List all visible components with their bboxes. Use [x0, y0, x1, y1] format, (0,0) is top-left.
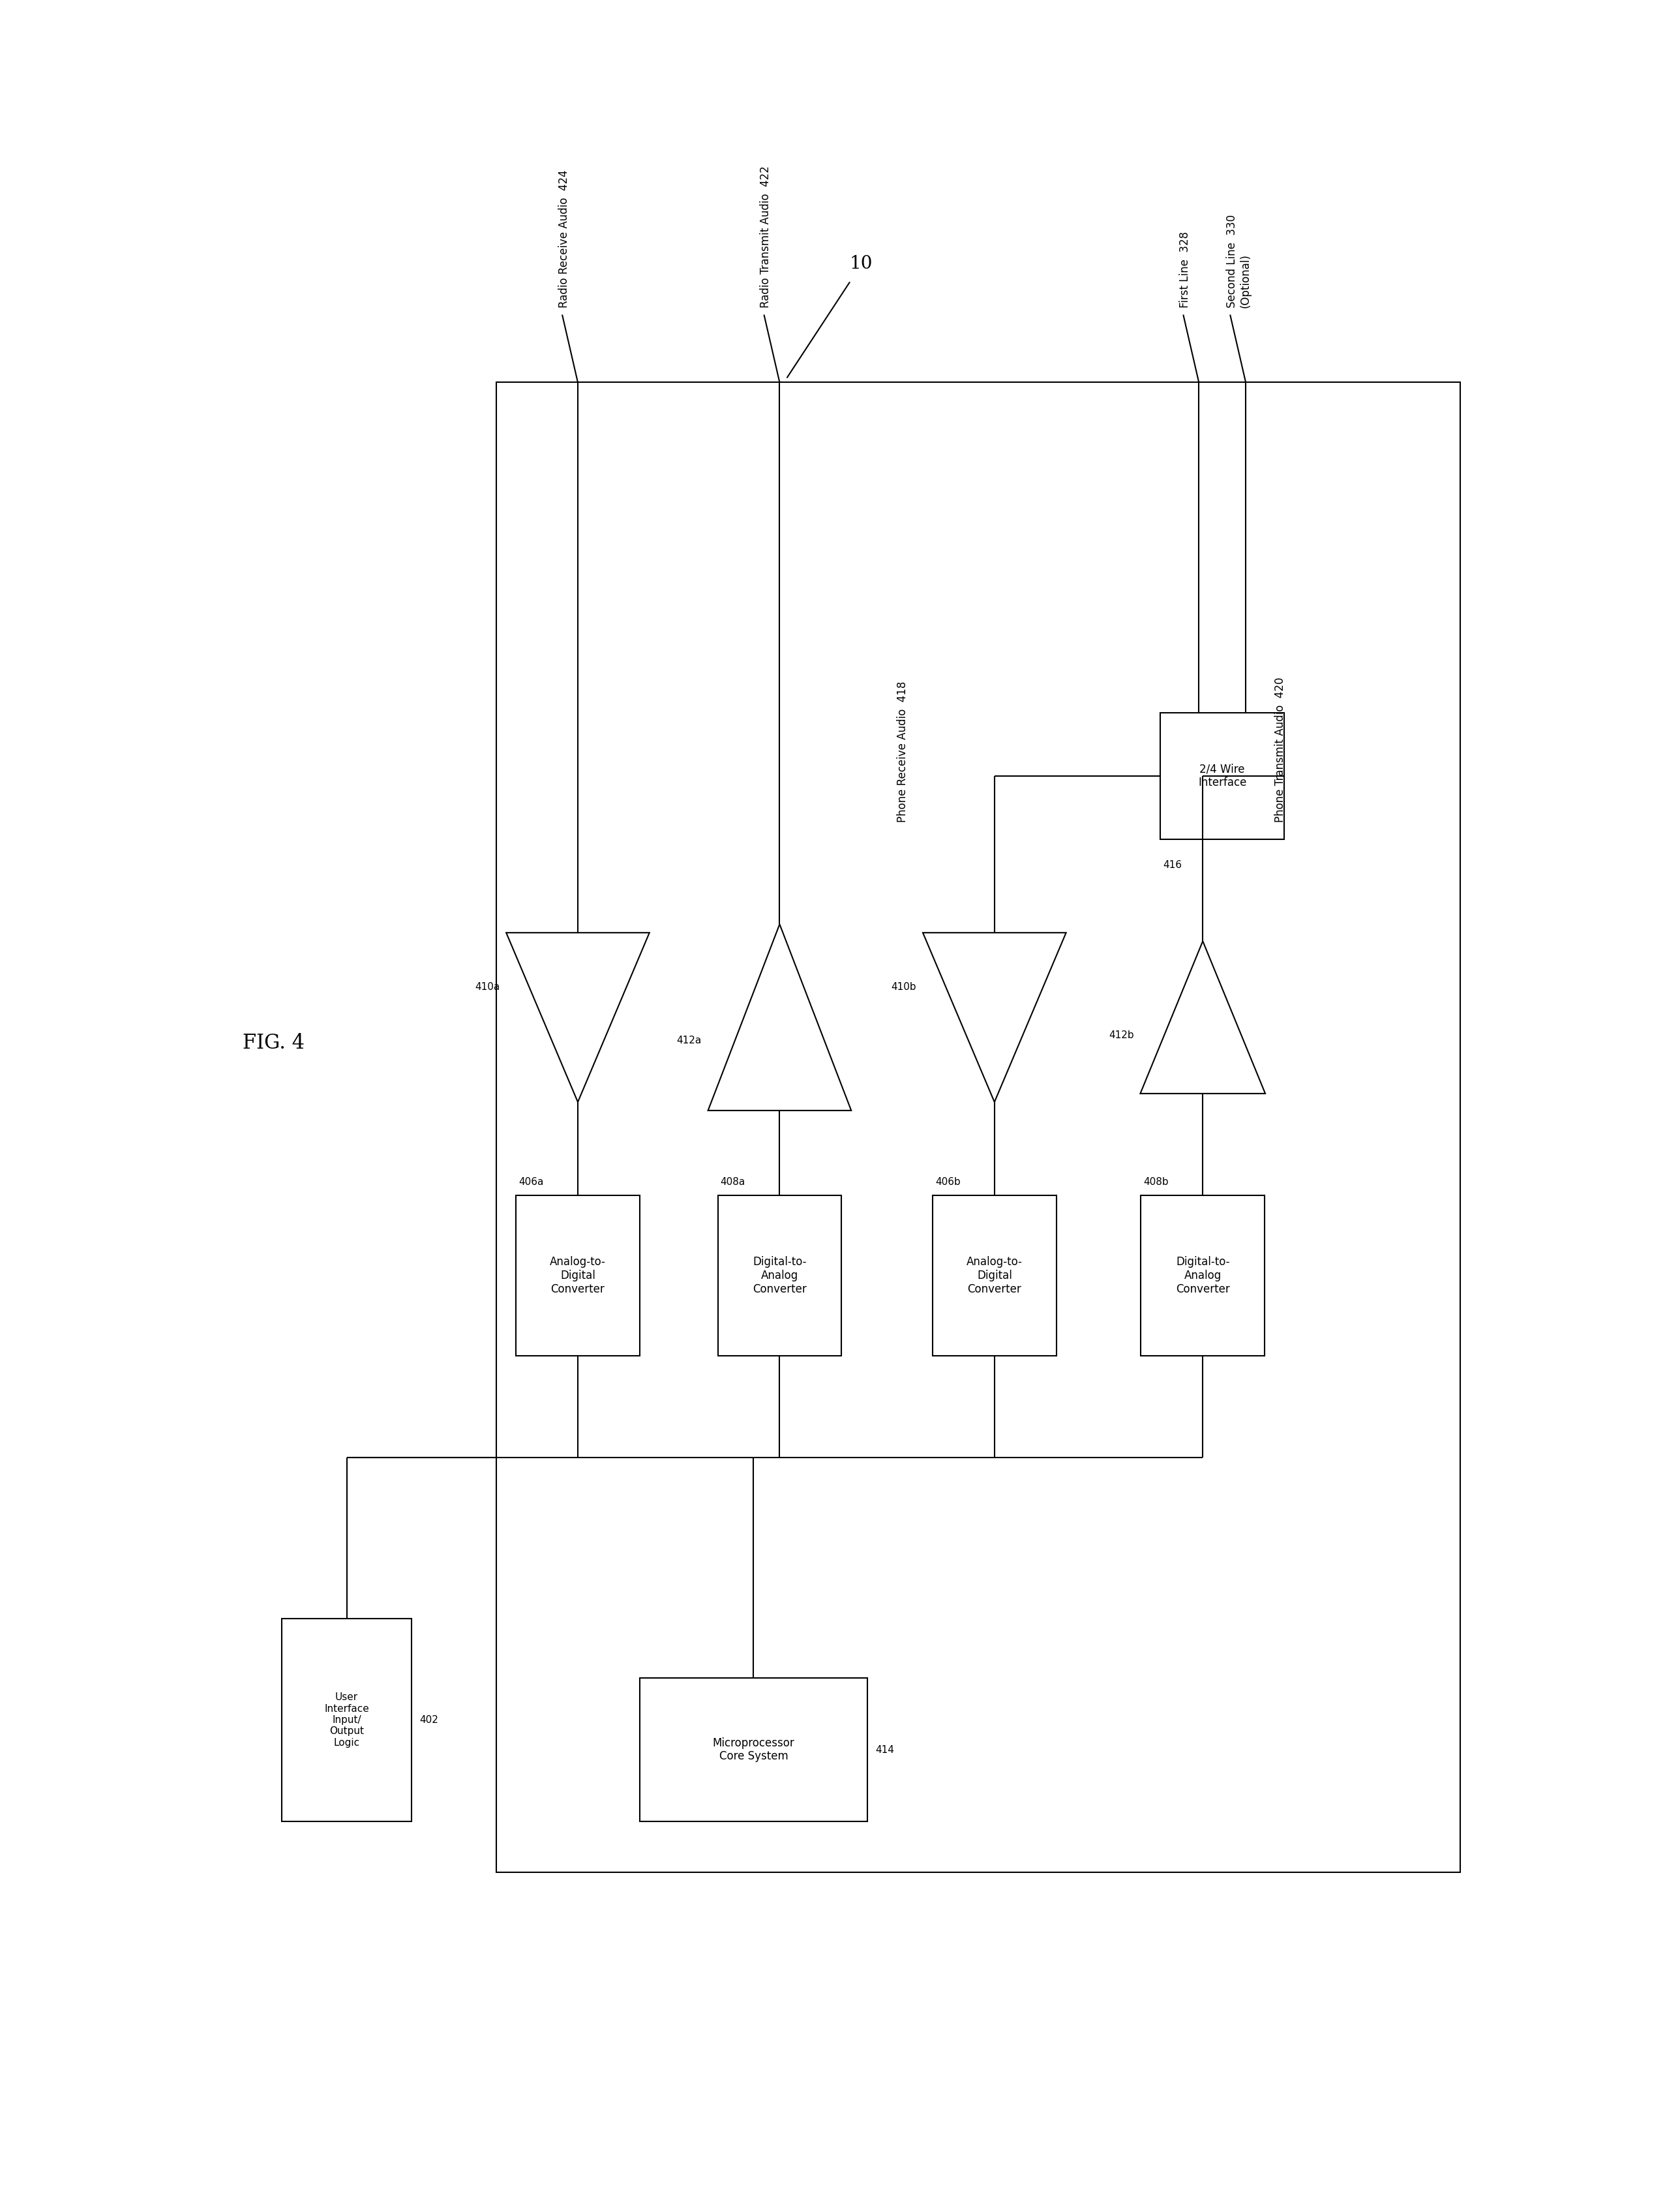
Text: First Line  328: First Line 328 — [1179, 231, 1191, 308]
Text: 2/4 Wire
Interface: 2/4 Wire Interface — [1198, 763, 1247, 789]
Text: FIG. 4: FIG. 4 — [242, 1034, 304, 1053]
Text: 402: 402 — [420, 1715, 438, 1724]
Text: Radio Receive Audio  424: Radio Receive Audio 424 — [558, 169, 570, 308]
Text: Analog-to-
Digital
Converter: Analog-to- Digital Converter — [549, 1256, 606, 1295]
Text: 408a: 408a — [721, 1176, 746, 1187]
Text: Radio Transmit Audio  422: Radio Transmit Audio 422 — [759, 165, 771, 308]
Text: Digital-to-
Analog
Converter: Digital-to- Analog Converter — [753, 1256, 806, 1295]
Bar — [497, 383, 1460, 1874]
Bar — [932, 1196, 1057, 1357]
Text: 412b: 412b — [1109, 1031, 1134, 1040]
Bar — [717, 1196, 842, 1357]
Text: 416: 416 — [1163, 860, 1183, 871]
Text: 414: 414 — [875, 1744, 894, 1755]
Bar — [640, 1678, 867, 1821]
Text: Second Line  330
(Optional): Second Line 330 (Optional) — [1226, 216, 1252, 308]
Text: 412a: 412a — [677, 1036, 702, 1045]
Text: Phone Transmit Audio  420: Phone Transmit Audio 420 — [1275, 677, 1287, 822]
Text: 408b: 408b — [1144, 1176, 1169, 1187]
Bar — [1141, 1196, 1265, 1357]
Text: 410a: 410a — [475, 983, 499, 992]
Text: User
Interface
Input/
Output
Logic: User Interface Input/ Output Logic — [324, 1693, 370, 1748]
Text: 406b: 406b — [936, 1176, 961, 1187]
Text: 406a: 406a — [519, 1176, 544, 1187]
Bar — [282, 1618, 412, 1821]
Bar — [516, 1196, 640, 1357]
Text: Phone Receive Audio  418: Phone Receive Audio 418 — [897, 682, 909, 822]
Text: 10: 10 — [850, 255, 872, 273]
Bar — [1161, 712, 1284, 840]
Text: Analog-to-
Digital
Converter: Analog-to- Digital Converter — [966, 1256, 1023, 1295]
Text: Digital-to-
Analog
Converter: Digital-to- Analog Converter — [1176, 1256, 1230, 1295]
Text: 410b: 410b — [890, 983, 916, 992]
Text: Microprocessor
Core System: Microprocessor Core System — [712, 1737, 795, 1761]
